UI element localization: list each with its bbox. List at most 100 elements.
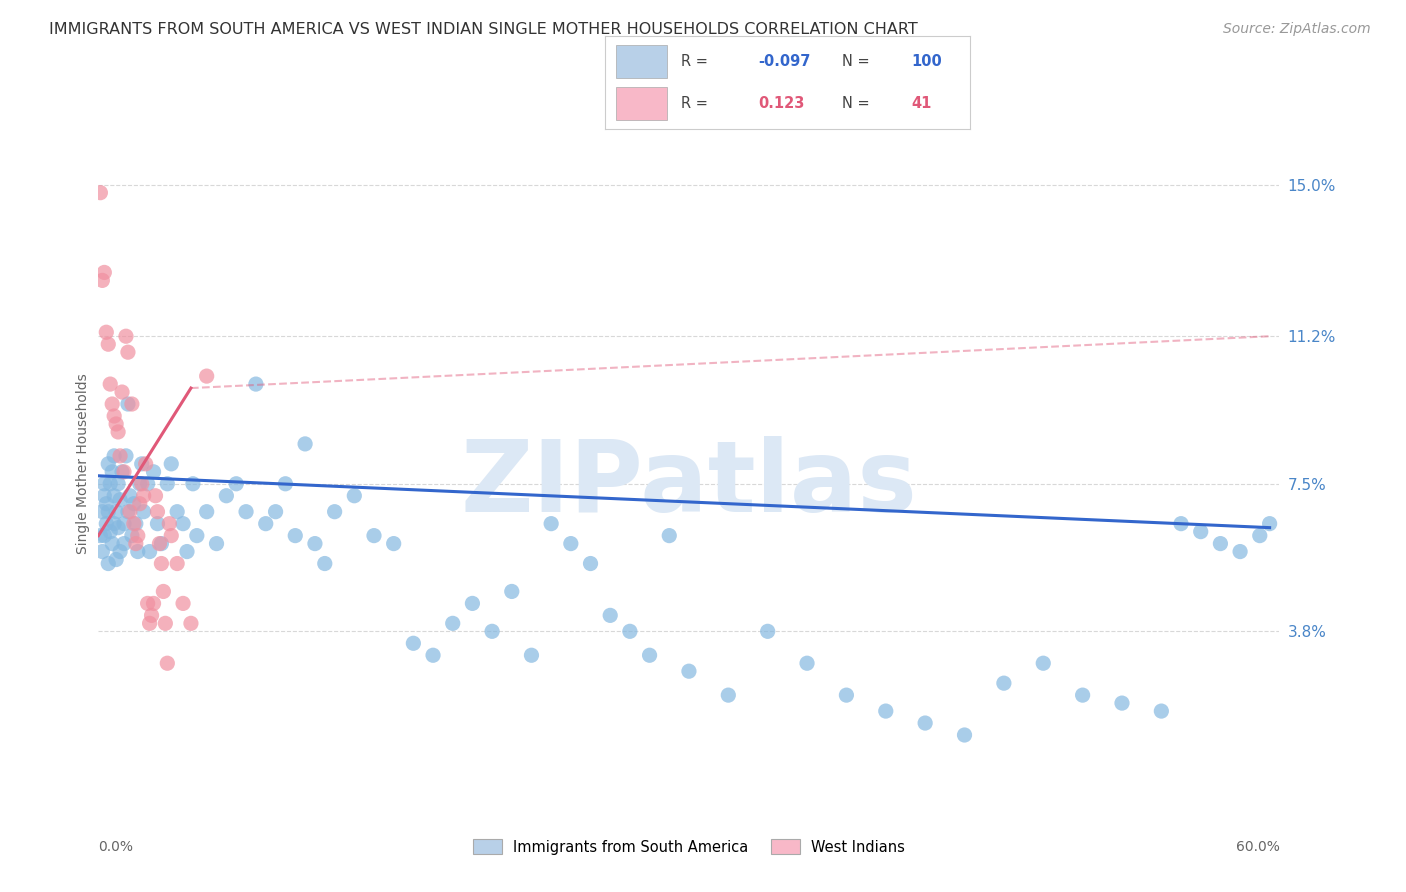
- Point: [323, 505, 346, 519]
- Point: [111, 465, 134, 479]
- Point: [117, 397, 139, 411]
- Text: N =: N =: [842, 54, 870, 69]
- Point: [1170, 516, 1192, 531]
- Point: [131, 457, 153, 471]
- Point: [1150, 704, 1173, 718]
- Point: [717, 688, 740, 702]
- Point: [117, 345, 139, 359]
- Point: [89, 528, 111, 542]
- Point: [953, 728, 976, 742]
- Point: [176, 544, 198, 558]
- Text: 0.123: 0.123: [758, 96, 804, 112]
- Point: [101, 536, 124, 550]
- Point: [96, 516, 118, 531]
- Y-axis label: Single Mother Households: Single Mother Households: [76, 374, 90, 554]
- Point: [155, 616, 177, 631]
- Point: [132, 505, 155, 519]
- Point: [101, 465, 124, 479]
- Point: [107, 521, 129, 535]
- Point: [115, 449, 138, 463]
- Point: [540, 516, 562, 531]
- FancyBboxPatch shape: [616, 87, 666, 120]
- Point: [105, 505, 128, 519]
- Point: [136, 476, 159, 491]
- Text: IMMIGRANTS FROM SOUTH AMERICA VS WEST INDIAN SINGLE MOTHER HOUSEHOLDS CORRELATIO: IMMIGRANTS FROM SOUTH AMERICA VS WEST IN…: [49, 22, 918, 37]
- Text: N =: N =: [842, 96, 870, 112]
- Point: [128, 476, 150, 491]
- Text: R =: R =: [682, 54, 709, 69]
- Point: [205, 536, 228, 550]
- Point: [105, 417, 128, 431]
- Point: [97, 505, 120, 519]
- Point: [835, 688, 858, 702]
- Point: [93, 489, 115, 503]
- Point: [135, 457, 157, 471]
- Point: [1032, 657, 1054, 671]
- Point: [97, 457, 120, 471]
- Point: [91, 544, 114, 558]
- Point: [160, 528, 183, 542]
- Point: [166, 557, 188, 571]
- Point: [127, 528, 149, 542]
- Point: [111, 385, 134, 400]
- Point: [245, 377, 267, 392]
- Point: [172, 516, 194, 531]
- Point: [112, 536, 135, 550]
- Point: [146, 505, 169, 519]
- Point: [132, 489, 155, 503]
- Point: [150, 557, 173, 571]
- Point: [461, 596, 484, 610]
- Point: [1111, 696, 1133, 710]
- Text: R =: R =: [682, 96, 709, 112]
- Text: ZIPatlas: ZIPatlas: [461, 435, 917, 533]
- Text: 0.0%: 0.0%: [98, 840, 134, 854]
- Point: [619, 624, 641, 639]
- Point: [501, 584, 523, 599]
- Point: [181, 476, 204, 491]
- Point: [115, 329, 138, 343]
- Point: [107, 476, 129, 491]
- Point: [382, 536, 405, 550]
- Point: [136, 596, 159, 610]
- Point: [284, 528, 307, 542]
- Point: [145, 489, 167, 503]
- Point: [343, 489, 366, 503]
- Point: [103, 489, 125, 503]
- Point: [160, 457, 183, 471]
- Point: [914, 716, 936, 731]
- Point: [96, 497, 118, 511]
- Point: [141, 608, 163, 623]
- Point: [195, 369, 218, 384]
- Point: [156, 657, 179, 671]
- Point: [658, 528, 681, 542]
- Point: [89, 186, 111, 200]
- Point: [180, 616, 202, 631]
- Point: [93, 265, 115, 279]
- Point: [172, 596, 194, 610]
- Point: [304, 536, 326, 550]
- Point: [254, 516, 277, 531]
- Point: [756, 624, 779, 639]
- Text: 60.0%: 60.0%: [1236, 840, 1279, 854]
- Point: [146, 516, 169, 531]
- Point: [148, 536, 170, 550]
- Point: [1249, 528, 1271, 542]
- Point: [101, 397, 124, 411]
- Point: [125, 536, 148, 550]
- Point: [157, 516, 180, 531]
- Point: [142, 465, 165, 479]
- Point: [638, 648, 661, 663]
- Point: [103, 449, 125, 463]
- Point: [118, 505, 141, 519]
- Point: [294, 437, 316, 451]
- Point: [235, 505, 257, 519]
- Point: [560, 536, 582, 550]
- Text: 41: 41: [911, 96, 932, 112]
- Point: [98, 476, 121, 491]
- Point: [314, 557, 336, 571]
- FancyBboxPatch shape: [616, 45, 666, 78]
- Point: [93, 476, 115, 491]
- Point: [274, 476, 297, 491]
- Point: [678, 664, 700, 678]
- Point: [422, 648, 444, 663]
